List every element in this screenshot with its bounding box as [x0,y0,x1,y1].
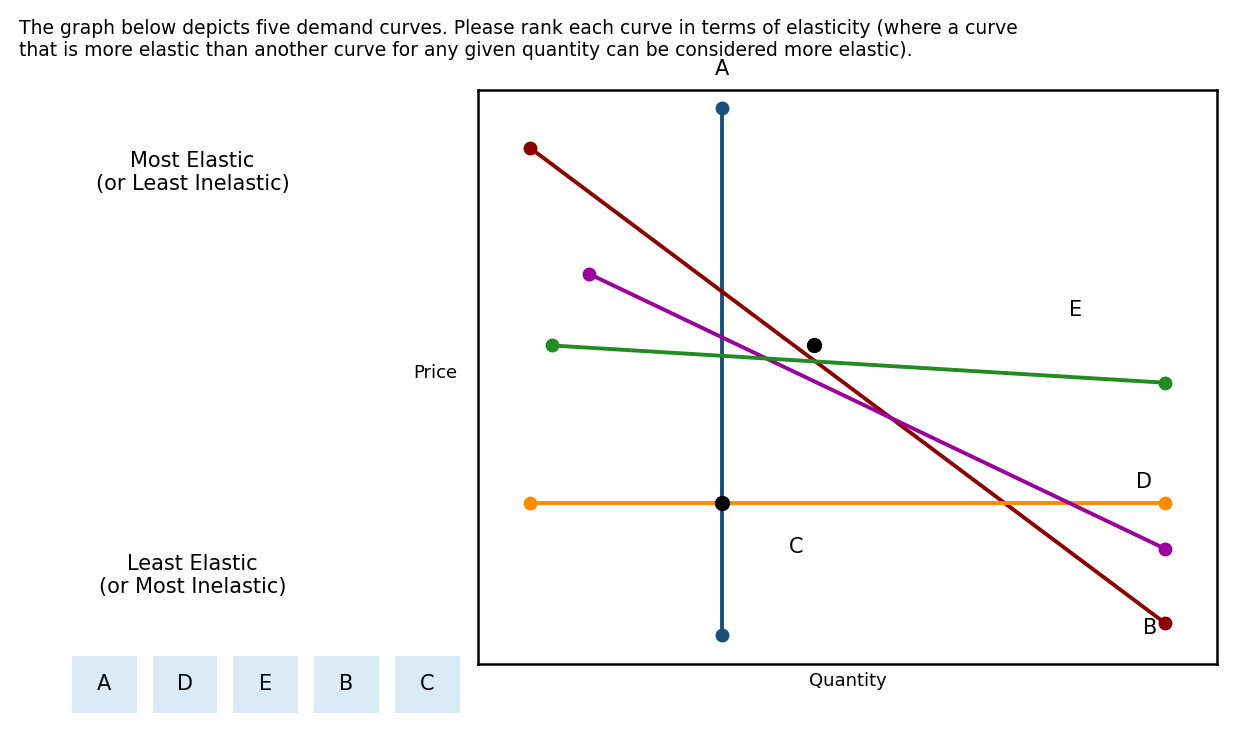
FancyBboxPatch shape [67,651,142,717]
X-axis label: Quantity: Quantity [809,672,887,690]
Text: E: E [260,674,272,694]
Text: B: B [1143,618,1158,638]
FancyBboxPatch shape [309,651,384,717]
Text: A: A [715,59,729,79]
Text: Least Elastic
(or Most Inelastic): Least Elastic (or Most Inelastic) [99,554,286,597]
Text: D: D [178,674,193,694]
Text: C: C [789,538,804,557]
Text: B: B [339,674,354,694]
Text: The graph below depicts five demand curves. Please rank each curve in terms of e: The graph below depicts five demand curv… [19,19,1017,60]
Text: D: D [1136,471,1151,492]
FancyBboxPatch shape [229,651,303,717]
FancyBboxPatch shape [58,158,333,562]
Text: Most Elastic
(or Least Inelastic): Most Elastic (or Least Inelastic) [96,151,289,194]
Text: A: A [97,674,112,694]
Text: E: E [1069,299,1083,320]
FancyBboxPatch shape [148,651,222,717]
FancyBboxPatch shape [390,651,465,717]
Text: Price: Price [412,364,457,382]
Text: C: C [420,674,435,694]
